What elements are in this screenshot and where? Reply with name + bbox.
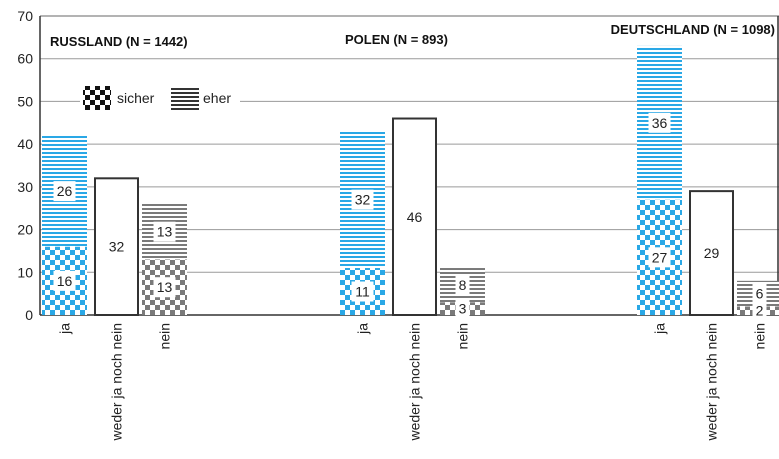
category-label: nein: [455, 323, 471, 349]
category-label: ja: [355, 323, 371, 335]
legend-label-eher: eher: [203, 90, 231, 106]
value-label: 27: [652, 249, 668, 265]
category-label: nein: [157, 323, 173, 349]
value-label-box: [752, 300, 767, 321]
value-label-box: [648, 247, 671, 268]
value-label: 29: [704, 245, 720, 261]
category-label: ja: [57, 323, 73, 335]
value-label-box: [455, 298, 470, 319]
value-label: 13: [157, 279, 173, 295]
category-label: nein: [752, 323, 768, 349]
value-label: 13: [157, 224, 173, 240]
legend-swatch-sicher: [83, 86, 111, 110]
y-tick-label: 20: [17, 222, 33, 238]
value-label-box: [53, 181, 76, 202]
y-tick-label: 30: [17, 179, 33, 195]
y-tick-label: 60: [17, 51, 33, 67]
value-label-box: [455, 275, 470, 296]
bar-segment-neutral: [94, 177, 139, 316]
value-label: 8: [459, 277, 467, 293]
value-label: 6: [756, 286, 764, 302]
value-label: 2: [756, 303, 764, 319]
value-label: 46: [407, 209, 423, 225]
value-label: 16: [57, 273, 73, 289]
legend-swatch-eher: [171, 86, 199, 110]
group-title: RUSSLAND (N = 1442): [50, 34, 188, 49]
value-label-box: [752, 283, 767, 304]
value-label: 36: [652, 115, 668, 131]
category-label: weder ja noch nein: [407, 323, 423, 442]
value-label-box: [648, 112, 671, 133]
value-label: 26: [57, 183, 73, 199]
y-tick-label: 40: [17, 136, 33, 152]
value-label: 11: [355, 284, 370, 300]
y-tick-label: 0: [25, 307, 33, 323]
value-label: 32: [355, 192, 371, 208]
category-label: ja: [652, 323, 668, 335]
value-label-box: [53, 270, 76, 291]
labels: 0 10 20 30 40 50 60 70 RUSSLAND (N = 1442) 16 26 ja…: [17, 8, 775, 442]
bars: [42, 45, 779, 316]
value-label-box: [153, 221, 176, 242]
y-tick-label: 10: [17, 264, 33, 280]
value-label-box: [351, 281, 374, 302]
category-label: weder ja noch nein: [704, 323, 720, 442]
group-title: DEUTSCHLAND (N = 1098): [611, 22, 775, 37]
y-tick-label: 70: [17, 8, 33, 24]
legend: sicher eher: [80, 83, 240, 113]
y-tick-label: 50: [17, 93, 33, 109]
value-label: 32: [109, 239, 125, 255]
bar-segment-neutral: [392, 117, 437, 316]
bar-segment-neutral: [689, 190, 734, 316]
category-label: weder ja noch nein: [109, 323, 125, 442]
value-label-box: [153, 277, 176, 298]
group-title: POLEN (N = 893): [345, 32, 448, 47]
value-label-box: [351, 189, 374, 210]
value-label: 3: [459, 301, 467, 317]
legend-label-sicher: sicher: [117, 90, 155, 106]
